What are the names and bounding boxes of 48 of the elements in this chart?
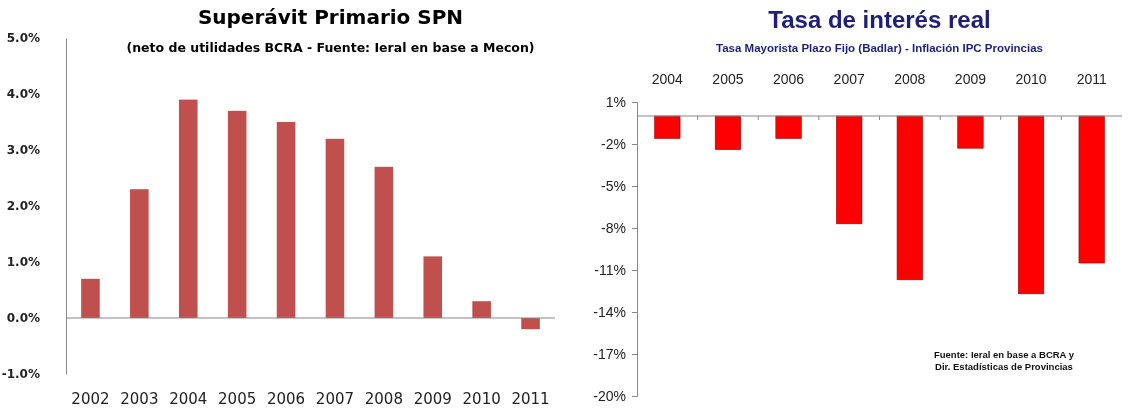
bar: [276, 122, 296, 318]
y-tick-label: -8%: [601, 219, 626, 236]
y-tick-label: -17%: [593, 345, 626, 362]
x-tick-label: 2003: [120, 390, 159, 408]
y-tick-label: 4.0%: [6, 87, 40, 102]
x-tick-label: 2007: [833, 71, 865, 87]
y-tick-label: -2%: [601, 135, 626, 152]
annotation: Fuente: Ieral en base a BCRA y Dir. Estadísticas de Provincias: [933, 349, 1075, 372]
y-tick-label: 1.0%: [6, 255, 40, 270]
x-tick-label: 2010: [462, 390, 501, 408]
bar: [227, 110, 247, 318]
chart-title: Tasa de interés real: [768, 6, 991, 33]
x-tick-label: 2002: [71, 390, 110, 408]
x-tick-label: 2009: [413, 390, 452, 408]
x-tick-label: 2007: [315, 390, 355, 408]
bar: [178, 99, 198, 318]
x-tick-label: 2011: [511, 390, 550, 408]
x-tick-label: 2004: [169, 390, 208, 408]
chart-subtitle: (neto de utilidades BCRA - Fuente: Ieral en base a Mecon): [126, 40, 535, 55]
y-tick-label: -1.0%: [1, 367, 40, 382]
chart-subtitle: Tasa Mayorista Plazo Fijo (Badlar) - Inflación IPC Provincias: [716, 42, 1043, 54]
x-tick-label: 2004: [651, 71, 684, 87]
chart-title: Superávit Primario SPN: [197, 5, 464, 29]
bar: [472, 301, 491, 318]
y-tick-label: 2.0%: [6, 199, 40, 214]
y-tick-label: -20%: [593, 387, 626, 404]
x-tick-label: 2009: [954, 71, 987, 87]
bar: [325, 138, 345, 318]
x-tick-label: 2006: [266, 390, 306, 408]
bar: [423, 256, 443, 318]
y-tick-label: -14%: [593, 303, 626, 320]
bar: [521, 318, 540, 330]
y-tick-label: 1%: [605, 93, 626, 110]
x-tick-label: 2005: [218, 390, 257, 408]
x-tick-label: 2005: [712, 71, 744, 87]
bar: [130, 189, 149, 318]
y-tick-label: -11%: [594, 261, 626, 278]
x-tick-label: 2011: [1076, 71, 1107, 87]
bar: [81, 278, 100, 318]
y-tick-label: 3.0%: [6, 143, 40, 158]
y-tick-label: -5%: [601, 177, 626, 194]
y-tick-label: 5.0%: [6, 31, 40, 46]
x-tick-label: 2008: [364, 390, 403, 408]
x-tick-label: 2010: [1015, 71, 1047, 87]
y-tick-label: 0.0%: [6, 311, 40, 326]
x-tick-label: 2006: [772, 71, 805, 87]
bar: [374, 166, 394, 318]
x-tick-label: 2008: [894, 71, 926, 87]
